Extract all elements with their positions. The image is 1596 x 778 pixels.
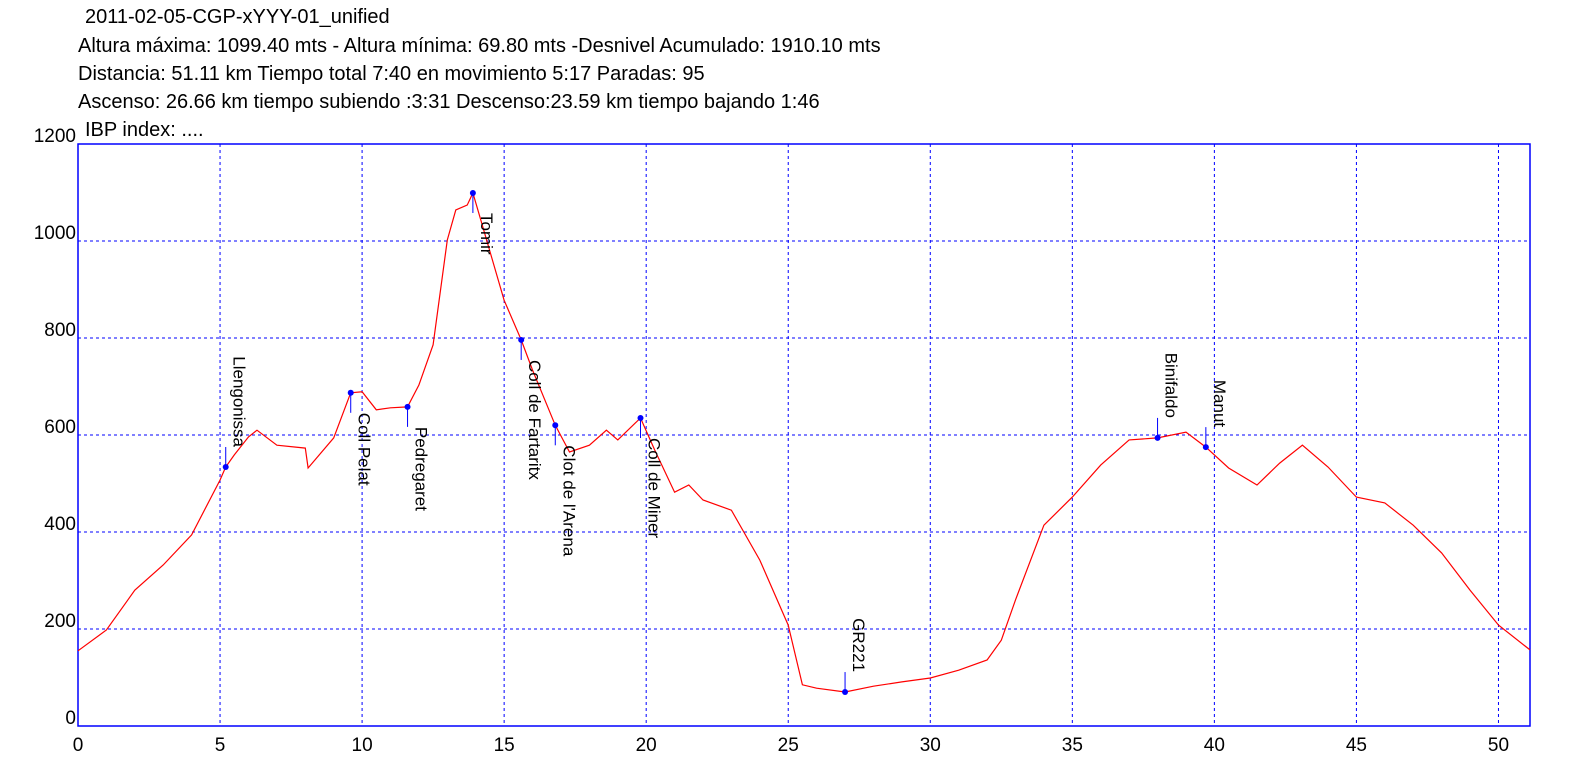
waypoint-marker	[404, 403, 411, 410]
waypoint-marker	[1202, 444, 1209, 451]
waypoint-marker	[842, 689, 849, 696]
x-tick-label: 0	[73, 735, 84, 756]
info-line: Ascenso: 26.66 km tiempo subiendo :3:31 …	[78, 91, 820, 113]
waypoint-label: Coll de Fartaritx	[525, 360, 544, 480]
y-tick-label: 400	[44, 514, 76, 535]
waypoint-label: Manut	[1210, 380, 1229, 428]
waypoint-label: Pedregaret	[412, 427, 431, 511]
y-tick-label: 0	[65, 708, 76, 729]
x-tick-label: 45	[1346, 735, 1367, 756]
waypoint-label: Llengonissa	[230, 356, 249, 447]
x-tick-label: 15	[494, 735, 515, 756]
x-tick-label: 10	[352, 735, 373, 756]
x-tick-label: 25	[778, 735, 799, 756]
waypoint-label: Coll Pelat	[355, 413, 374, 486]
x-tick-label: 5	[215, 735, 226, 756]
waypoint-label: Coll de Miner	[645, 438, 664, 538]
info-line: IBP index: ....	[85, 119, 204, 141]
plot-frame	[77, 143, 1531, 727]
waypoint-label: GR221	[849, 618, 868, 672]
x-tick-label: 20	[636, 735, 657, 756]
x-tick-label: 35	[1062, 735, 1083, 756]
waypoint-marker	[637, 415, 644, 422]
waypoint-marker	[1154, 434, 1161, 441]
y-tick-label: 800	[44, 320, 76, 341]
waypoint-marker	[518, 336, 525, 343]
waypoint-label: Binifaldo	[1162, 353, 1181, 418]
info-line: Distancia: 51.11 km Tiempo total 7:40 en…	[78, 63, 705, 85]
waypoint-marker	[222, 464, 229, 471]
waypoint-marker	[552, 422, 559, 429]
x-tick-label: 40	[1204, 735, 1225, 756]
chart-title: 2011-02-05-CGP-xYYY-01_unified	[85, 6, 390, 28]
elevation-line	[77, 191, 1531, 693]
info-line: Altura máxima: 1099.40 mts - Altura míni…	[78, 35, 881, 57]
waypoint-label: Clot de l'Arena	[559, 445, 578, 557]
y-tick-label: 1200	[34, 126, 76, 147]
y-tick-label: 1000	[34, 223, 76, 244]
x-tick-label: 50	[1488, 735, 1509, 756]
waypoint-marker	[347, 389, 354, 396]
y-tick-label: 200	[44, 611, 76, 632]
waypoint-marker	[469, 189, 476, 196]
x-tick-label: 30	[920, 735, 941, 756]
y-tick-label: 600	[44, 417, 76, 438]
waypoint-label: Tomir	[477, 213, 496, 255]
